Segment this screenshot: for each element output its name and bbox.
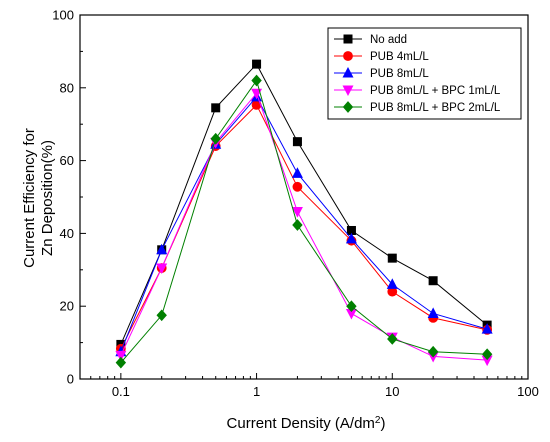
- x-axis: 0.1 1 10 100: [79, 373, 539, 399]
- legend-entry: PUB 8mL/L + BPC 1mL/L: [334, 85, 501, 97]
- data-point: [292, 181, 303, 192]
- legend-label: No add: [370, 34, 407, 46]
- series-4: [115, 88, 493, 367]
- legend-label: PUB 8mL/L + BPC 1mL/L: [370, 85, 501, 97]
- y-tick-label: 0: [67, 372, 74, 387]
- legend-entry: PUB 8mL/L: [334, 66, 429, 80]
- y-tick-label: 100: [52, 8, 74, 23]
- data-point: [210, 132, 221, 145]
- series-5: [115, 74, 493, 369]
- legend-label: PUB 8mL/L: [370, 68, 429, 80]
- data-point: [427, 345, 439, 358]
- data-point: [346, 300, 357, 313]
- data-point: [387, 333, 398, 345]
- y-tick-label: 60: [60, 153, 74, 168]
- y-tick-label: 80: [60, 80, 74, 95]
- y-tick-label: 40: [60, 226, 74, 241]
- legend-entry: PUB 8mL/L + BPC 2mL/L: [334, 101, 501, 114]
- x-tick-label: 10: [385, 384, 399, 399]
- data-point: [115, 356, 127, 369]
- data-point: [291, 207, 303, 218]
- legend-marker: [342, 101, 354, 113]
- y-tick-label: 20: [60, 299, 74, 314]
- legend: No add PUB 4mL/L PUB 8mL/L PUB 8mL/L + BPC …: [327, 27, 522, 120]
- legend-marker: [343, 34, 353, 44]
- data-point: [427, 307, 439, 318]
- y-axis: 0 20 40 60 80 100: [52, 8, 86, 387]
- x-tick-label: 100: [517, 384, 539, 399]
- data-point: [386, 278, 398, 289]
- data-point: [345, 232, 357, 244]
- legend-label: PUB 4mL/L: [370, 51, 429, 63]
- data-point: [387, 253, 397, 263]
- data-point: [156, 263, 168, 275]
- data-point: [115, 350, 127, 362]
- legend-marker: [343, 51, 353, 61]
- y-axis-title-line1: Current Efficiency for: [21, 128, 38, 268]
- y-axis-title-line2: Zn Deposition(%): [39, 140, 56, 256]
- x-tick-label: 1: [253, 384, 260, 399]
- data-point: [251, 88, 263, 100]
- x-axis-title-superscript: 2: [375, 415, 381, 426]
- x-tick-label: 0.1: [112, 384, 130, 399]
- legend-marker: [342, 66, 354, 78]
- data-point: [156, 309, 167, 322]
- legend-label: PUB 8mL/L + BPC 2mL/L: [370, 102, 501, 114]
- data-point: [156, 243, 168, 255]
- data-point: [292, 137, 302, 147]
- legend-entry: No add: [334, 34, 407, 46]
- data-point: [251, 74, 262, 87]
- data-point: [292, 219, 303, 231]
- data-point: [211, 103, 221, 113]
- data-point: [428, 276, 438, 286]
- legend-entry: PUB 4mL/L: [334, 51, 429, 63]
- data-point: [481, 348, 493, 361]
- x-axis-title: Current Density (A/dm2): [227, 415, 386, 433]
- series-group: [115, 59, 493, 369]
- data-point: [291, 167, 303, 178]
- data-point: [481, 323, 493, 334]
- legend-marker: [342, 85, 354, 97]
- data-point: [252, 59, 262, 69]
